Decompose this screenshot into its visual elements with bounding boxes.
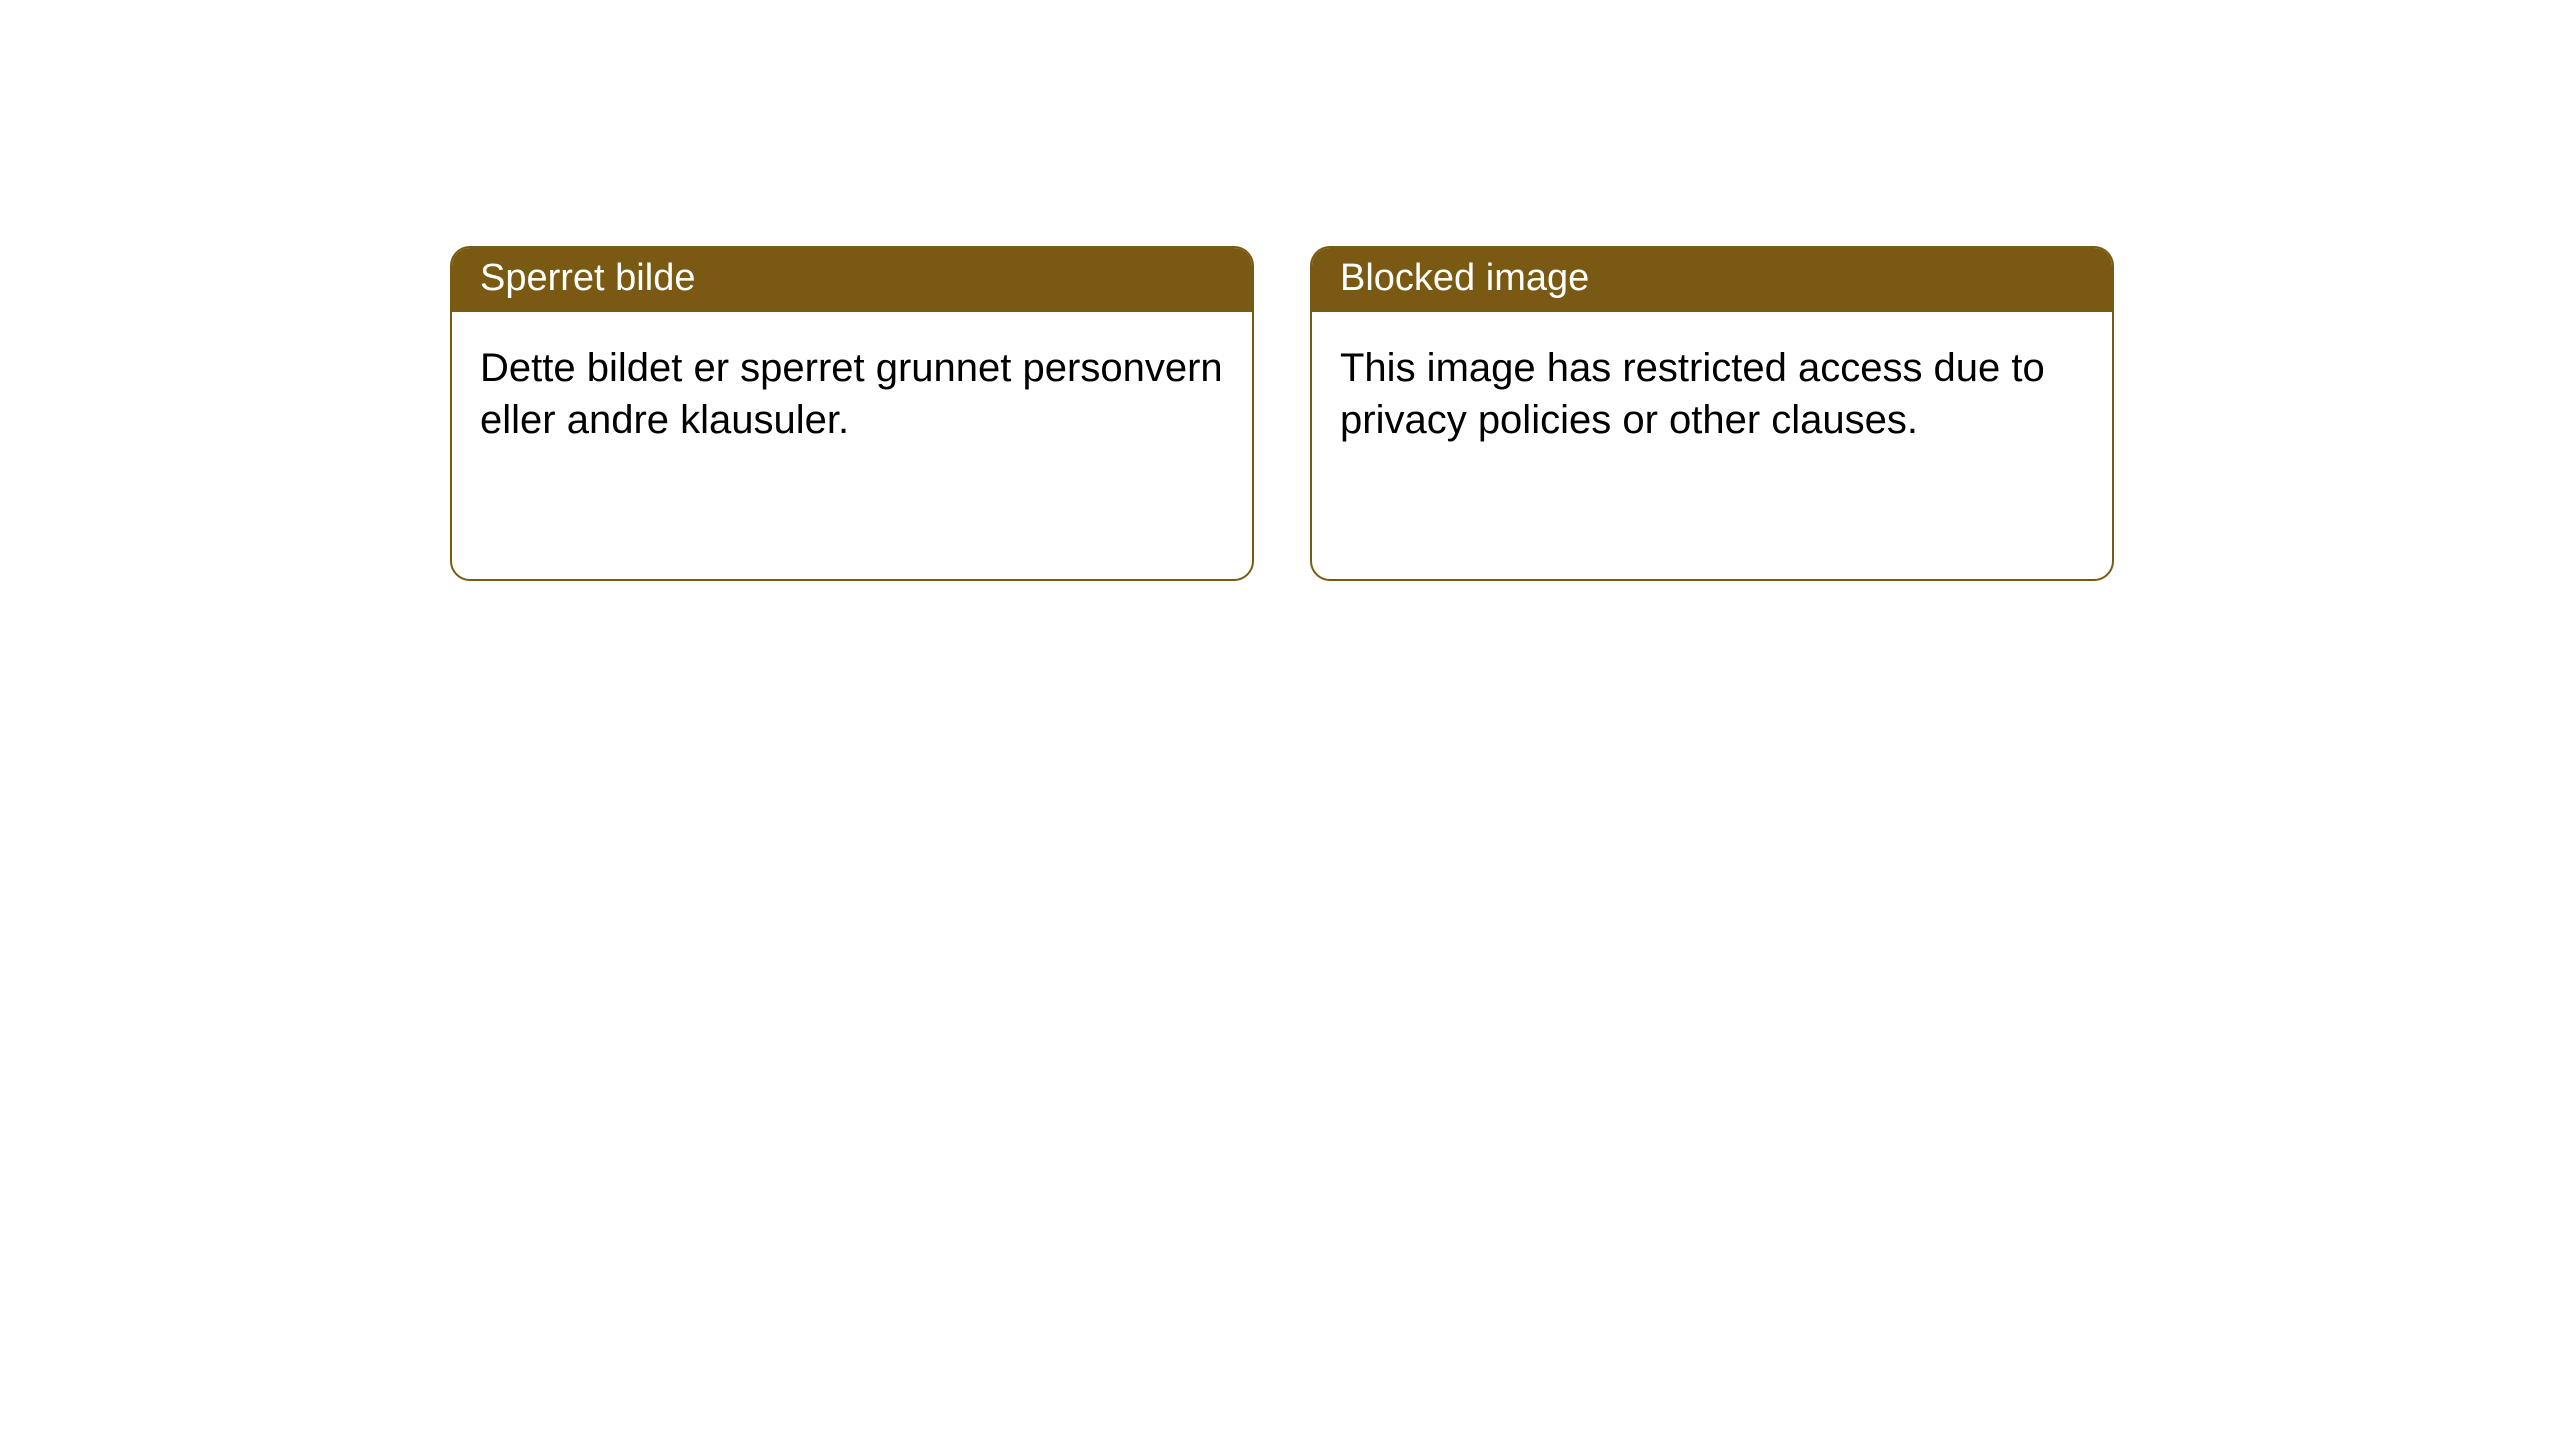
card-header-no: Sperret bilde xyxy=(452,248,1252,312)
cards-container: Sperret bilde Dette bildet er sperret gr… xyxy=(0,0,2560,581)
blocked-image-card-en: Blocked image This image has restricted … xyxy=(1310,246,2114,581)
card-body-en: This image has restricted access due to … xyxy=(1312,312,2112,476)
card-body-no: Dette bildet er sperret grunnet personve… xyxy=(452,312,1252,476)
card-header-en: Blocked image xyxy=(1312,248,2112,312)
blocked-image-card-no: Sperret bilde Dette bildet er sperret gr… xyxy=(450,246,1254,581)
